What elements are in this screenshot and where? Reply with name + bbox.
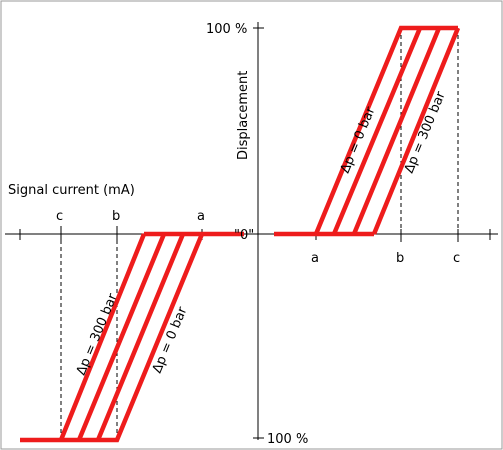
lower-curve-200bar <box>76 233 167 441</box>
x-axis-title: Signal current (mA) <box>8 183 135 198</box>
tick-label-c-left: c <box>56 209 63 224</box>
lower-curves <box>20 231 244 443</box>
tick-label-c-right: c <box>453 251 460 266</box>
y-top-label: 100 % <box>206 22 247 37</box>
lower-curve-0bar <box>20 233 205 443</box>
upper-curve-200bar <box>351 27 442 235</box>
tick-label-b-right: b <box>396 251 404 266</box>
origin-label: "0" <box>234 228 254 243</box>
upper-curves <box>274 25 461 237</box>
lower-label-300bar: Δp = 300 bar <box>74 291 121 378</box>
upper-curve-100bar <box>331 27 423 235</box>
y-axis-title: Displacement <box>236 71 251 160</box>
lower-curve-300bar <box>58 233 147 441</box>
upper-curve-300bar <box>371 27 461 235</box>
tick-label-a-right: a <box>311 251 319 266</box>
lower-curve-100bar <box>95 233 186 441</box>
y-bottom-label: 100 % <box>267 432 308 447</box>
tick-label-a-left: a <box>197 209 205 224</box>
tick-label-b-left: b <box>112 209 120 224</box>
